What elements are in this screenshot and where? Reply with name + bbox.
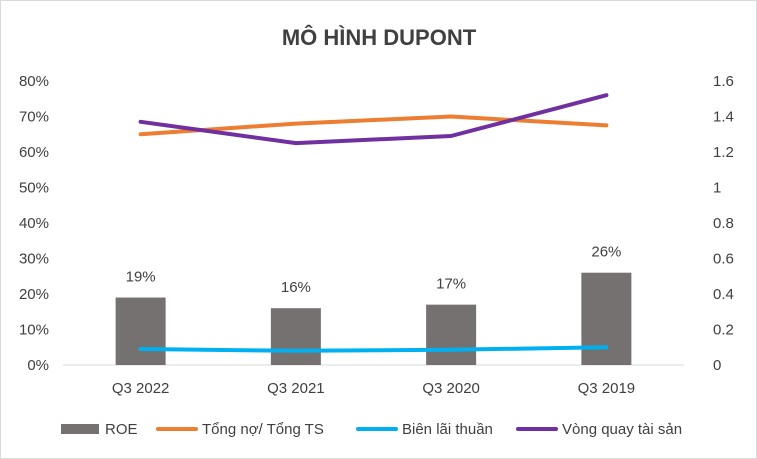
left-tick-label: 30% <box>19 251 49 268</box>
left-tick-label: 40% <box>19 215 49 232</box>
right-tick-label: 0.2 <box>713 322 734 339</box>
x-tick-label: Q3 2020 <box>422 380 480 397</box>
left-tick-label: 60% <box>19 144 49 161</box>
legend: ROE Tổng nợ/ Tổng TS Biên lãi thuần Vòng qu… <box>61 421 682 438</box>
right-tick-label: 1.6 <box>713 73 734 90</box>
right-tick-label: 0 <box>713 357 721 374</box>
x-tick-label: Q3 2022 <box>112 380 170 397</box>
x-tick-label: Q3 2021 <box>267 380 325 397</box>
series-lines <box>138 93 609 353</box>
left-tick-label: 50% <box>19 180 49 197</box>
series-line <box>138 114 609 137</box>
roe-data-label: 26% <box>591 244 621 261</box>
left-tick-label: 20% <box>19 286 49 303</box>
legend-label: ROE <box>105 421 138 438</box>
roe-data-labels: 19% 16% 17% 26% <box>126 244 622 297</box>
roe-bar <box>270 308 321 365</box>
x-axis: Q3 2022 Q3 2021 Q3 2020 Q3 2019 <box>112 380 635 397</box>
left-tick-label: 70% <box>19 109 49 126</box>
roe-bar <box>115 297 166 365</box>
right-tick-label: 1.4 <box>713 109 734 126</box>
right-tick-label: 1 <box>713 180 721 197</box>
left-tick-label: 0% <box>27 357 49 374</box>
right-tick-label: 0.4 <box>713 286 734 303</box>
roe-data-label: 17% <box>436 276 466 293</box>
right-tick-label: 1.2 <box>713 144 734 161</box>
roe-bar <box>426 304 477 365</box>
x-tick-label: Q3 2019 <box>578 380 636 397</box>
legend-label: Biên lãi thuần <box>402 421 493 438</box>
right-tick-label: 0.8 <box>713 215 734 232</box>
legend-label: Vòng quay tài sản <box>562 421 682 438</box>
legend-label: Tổng nợ/ Tổng TS <box>202 421 324 438</box>
legend-swatch <box>61 424 99 434</box>
right-axis: 0 0.2 0.4 0.6 0.8 1 1.2 1.4 1.6 <box>713 73 734 374</box>
series-line <box>138 345 609 353</box>
left-tick-label: 10% <box>19 322 49 339</box>
left-axis: 0% 10% 20% 30% 40% 50% 60% 70% 80% <box>19 73 49 374</box>
left-tick-label: 80% <box>19 73 49 90</box>
chart-title: MÔ HÌNH DUPONT <box>282 25 477 50</box>
series-line <box>138 93 609 146</box>
right-tick-label: 0.6 <box>713 251 734 268</box>
roe-data-label: 16% <box>281 279 311 296</box>
roe-bars <box>115 272 632 365</box>
roe-bar <box>581 272 632 365</box>
roe-data-label: 19% <box>126 269 156 286</box>
